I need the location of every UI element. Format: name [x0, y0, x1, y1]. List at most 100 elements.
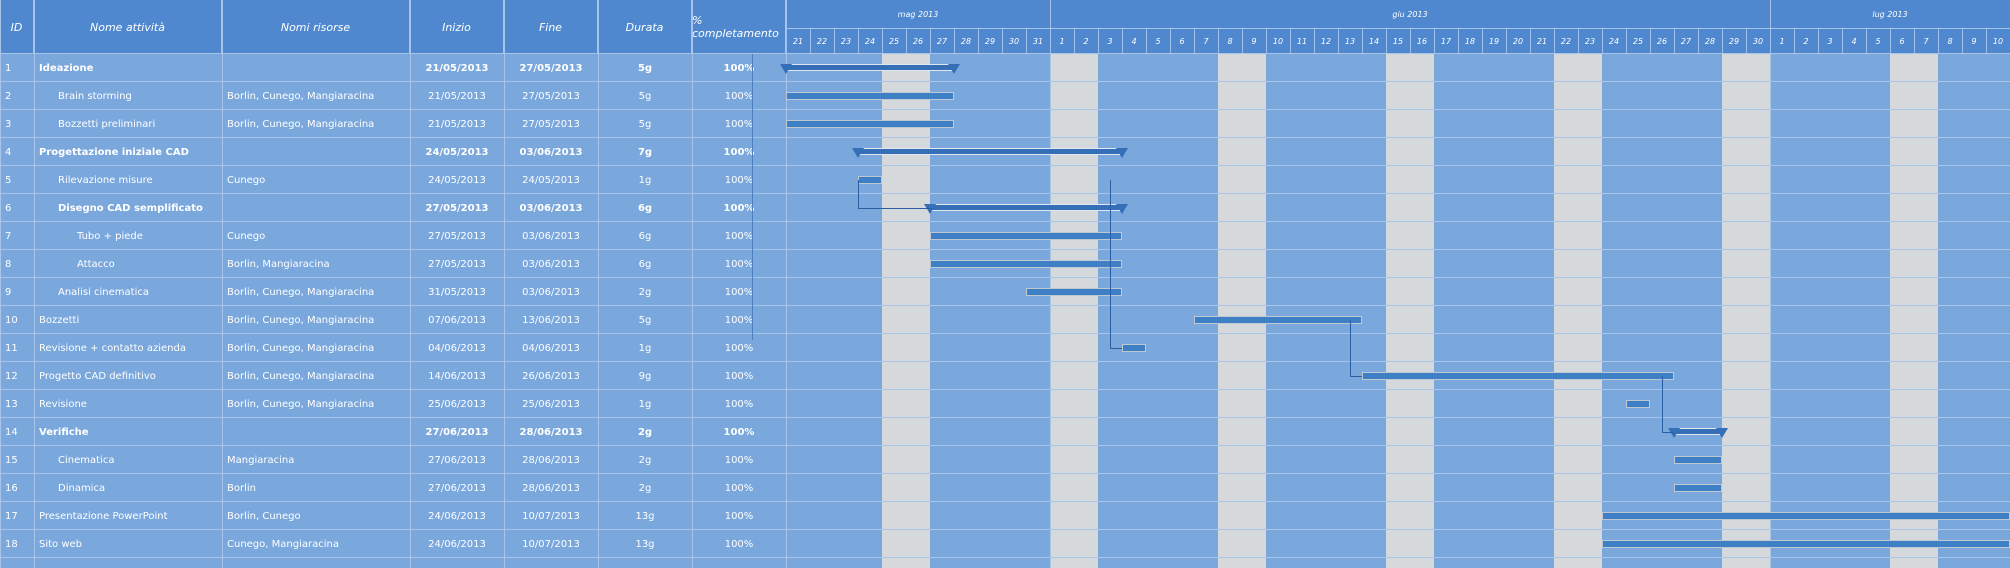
- table-row[interactable]: 18 Sito web Cunego, Mangiaracina 24/06/2013…: [0, 530, 2010, 558]
- header-name[interactable]: Nome attività: [34, 0, 222, 54]
- task-start[interactable]: 27/05/2013: [428, 230, 486, 242]
- task-start[interactable]: 07/06/2013: [428, 314, 486, 326]
- task-name[interactable]: Disegno CAD semplificato: [58, 202, 203, 214]
- task-duration[interactable]: 7g: [637, 146, 653, 158]
- task-end[interactable]: 28/06/2013: [519, 426, 583, 438]
- task-bar[interactable]: [1194, 316, 1362, 324]
- task-id[interactable]: 7: [5, 230, 12, 242]
- task-complete[interactable]: 100%: [723, 62, 755, 74]
- task-bar[interactable]: [1122, 344, 1146, 352]
- task-name[interactable]: Revisione + contatto azienda: [39, 342, 186, 354]
- task-name[interactable]: Progetto CAD definitivo: [39, 370, 156, 382]
- task-start[interactable]: 27/06/2013: [428, 482, 486, 494]
- task-id[interactable]: 2: [5, 90, 12, 102]
- task-complete[interactable]: 100%: [724, 174, 754, 186]
- task-end[interactable]: 28/06/2013: [522, 454, 580, 466]
- task-bar[interactable]: [1674, 484, 1722, 492]
- task-name[interactable]: Tubo + piede: [77, 230, 143, 242]
- table-row[interactable]: 4 Progettazione iniziale CAD 24/05/2013 03/…: [0, 138, 2010, 166]
- task-id[interactable]: 13: [5, 398, 18, 410]
- task-bar[interactable]: [1602, 512, 2010, 520]
- header-start[interactable]: Inizio: [410, 0, 504, 54]
- task-complete[interactable]: 100%: [724, 258, 754, 270]
- task-complete[interactable]: 100%: [724, 398, 754, 410]
- task-complete[interactable]: 100%: [724, 510, 754, 522]
- task-duration[interactable]: 5g: [638, 118, 652, 130]
- task-complete[interactable]: 100%: [724, 538, 754, 550]
- task-name[interactable]: Revisione: [39, 398, 87, 410]
- task-start[interactable]: 24/06/2013: [428, 510, 486, 522]
- task-bar[interactable]: [930, 260, 1122, 268]
- task-complete[interactable]: 100%: [724, 482, 754, 494]
- table-row[interactable]: 3 Bozzetti preliminari Borlin, Cunego, Man…: [0, 110, 2010, 138]
- task-duration[interactable]: 5g: [638, 90, 652, 102]
- table-row[interactable]: 1 Ideazione 21/05/2013 27/05/2013 5g 100%: [0, 54, 2010, 82]
- task-name[interactable]: Dinamica: [58, 482, 106, 494]
- table-row[interactable]: 14 Verifiche 27/06/2013 28/06/2013 2g 100%: [0, 418, 2010, 446]
- task-start[interactable]: 24/05/2013: [425, 146, 489, 158]
- table-row[interactable]: 9 Analisi cinematica Borlin, Cunego, Mangi…: [0, 278, 2010, 306]
- header-duration[interactable]: Durata: [598, 0, 692, 54]
- task-id[interactable]: 8: [5, 258, 12, 270]
- task-bar[interactable]: [1602, 540, 2010, 548]
- task-bar[interactable]: [1626, 400, 1650, 408]
- task-end[interactable]: 26/06/2013: [522, 370, 580, 382]
- task-complete[interactable]: 100%: [723, 146, 755, 158]
- task-start[interactable]: 21/05/2013: [428, 90, 486, 102]
- task-start[interactable]: 21/05/2013: [425, 62, 489, 74]
- table-row[interactable]: 5 Rilevazione misure Cunego 24/05/2013 24/05…: [0, 166, 2010, 194]
- table-row[interactable]: 6 Disegno CAD semplificato 27/05/2013 03/06…: [0, 194, 2010, 222]
- task-resources[interactable]: [222, 54, 410, 82]
- task-complete[interactable]: 100%: [724, 314, 754, 326]
- task-name[interactable]: Bozzetti preliminari: [58, 118, 156, 130]
- task-resources[interactable]: [222, 418, 410, 446]
- task-end[interactable]: 03/06/2013: [522, 286, 580, 298]
- table-row[interactable]: 13 Revisione Borlin, Cunego, Mangiaracina 2…: [0, 390, 2010, 418]
- task-duration[interactable]: 1g: [638, 342, 652, 354]
- task-start[interactable]: 21/05/2013: [428, 118, 486, 130]
- header-end[interactable]: Fine: [504, 0, 598, 54]
- task-duration[interactable]: 6g: [637, 202, 653, 214]
- task-complete[interactable]: 100%: [723, 202, 755, 214]
- header-complete[interactable]: % completamento: [692, 0, 786, 54]
- task-complete[interactable]: 100%: [724, 286, 754, 298]
- task-complete[interactable]: 100%: [724, 90, 754, 102]
- task-id[interactable]: 18: [5, 538, 18, 550]
- task-end[interactable]: 13/06/2013: [522, 314, 580, 326]
- task-resources[interactable]: [222, 138, 410, 166]
- task-id[interactable]: 14: [5, 426, 18, 438]
- task-id[interactable]: 11: [5, 342, 18, 354]
- task-duration[interactable]: 13g: [635, 538, 655, 550]
- task-duration[interactable]: 2g: [637, 426, 653, 438]
- task-end[interactable]: 04/06/2013: [522, 342, 580, 354]
- summary-task-bar[interactable]: [1674, 428, 1722, 435]
- task-end[interactable]: 10/07/2013: [522, 510, 580, 522]
- task-start[interactable]: 27/06/2013: [425, 426, 489, 438]
- task-start[interactable]: 25/06/2013: [428, 398, 486, 410]
- task-duration[interactable]: 2g: [638, 482, 652, 494]
- summary-task-bar[interactable]: [930, 204, 1122, 211]
- task-end[interactable]: 27/05/2013: [522, 118, 580, 130]
- task-name[interactable]: Progettazione iniziale CAD: [39, 146, 189, 158]
- task-duration[interactable]: 2g: [638, 454, 652, 466]
- task-id[interactable]: 15: [5, 454, 18, 466]
- task-duration[interactable]: 1g: [638, 174, 652, 186]
- task-end[interactable]: 28/06/2013: [522, 482, 580, 494]
- task-resources[interactable]: Cunego: [227, 174, 266, 186]
- task-end[interactable]: 27/05/2013: [522, 90, 580, 102]
- task-resources[interactable]: Borlin, Cunego, Mangiaracina: [227, 342, 375, 354]
- task-duration[interactable]: 6g: [638, 258, 652, 270]
- task-id[interactable]: 3: [5, 118, 12, 130]
- task-resources[interactable]: [222, 194, 410, 222]
- task-end[interactable]: 24/05/2013: [522, 174, 580, 186]
- task-complete[interactable]: 100%: [724, 370, 754, 382]
- task-duration[interactable]: 2g: [638, 286, 652, 298]
- task-start[interactable]: 04/06/2013: [428, 342, 486, 354]
- task-name[interactable]: Presentazione PowerPoint: [39, 510, 168, 522]
- task-complete[interactable]: 100%: [724, 342, 754, 354]
- task-complete[interactable]: 100%: [724, 118, 754, 130]
- task-name[interactable]: Ideazione: [39, 62, 94, 74]
- task-end[interactable]: 03/06/2013: [519, 146, 583, 158]
- task-name[interactable]: Attacco: [77, 258, 115, 270]
- table-row[interactable]: 16 Dinamica Borlin 27/06/2013 28/06/2013 2g 10…: [0, 474, 2010, 502]
